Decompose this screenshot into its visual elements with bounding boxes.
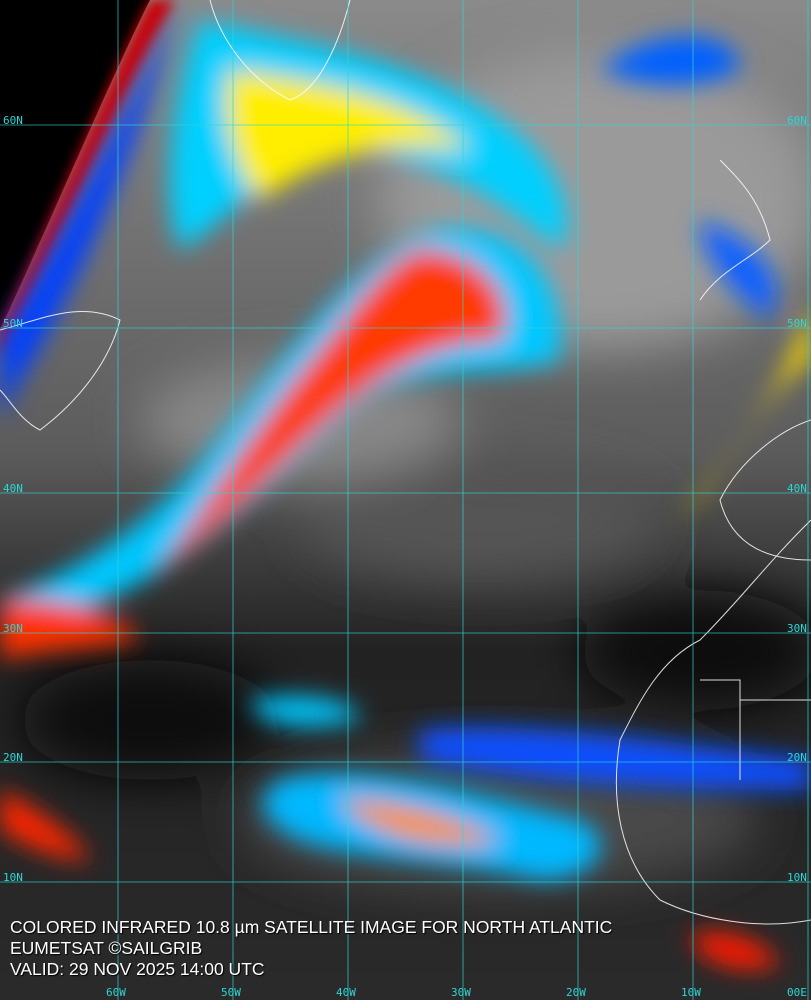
lon-label: 10W bbox=[681, 986, 701, 999]
lat-label: 20N bbox=[787, 751, 807, 764]
lon-label: 30W bbox=[451, 986, 471, 999]
lon-label: 20W bbox=[566, 986, 586, 999]
lat-label: 40N bbox=[3, 482, 23, 495]
coastlines bbox=[0, 0, 811, 925]
lat-label: 30N bbox=[787, 622, 807, 635]
longitude-labels: 60W 50W 40W 30W 20W 10W 00E bbox=[106, 986, 807, 999]
lat-label: 60N bbox=[787, 114, 807, 127]
lat-label: 50N bbox=[787, 317, 807, 330]
lat-label: 10N bbox=[3, 871, 23, 884]
lon-label: 50W bbox=[221, 986, 241, 999]
lat-label: 50N bbox=[3, 317, 23, 330]
caption-title: COLORED INFRARED 10.8 µm SATELLITE IMAGE… bbox=[10, 917, 613, 937]
lon-label: 60W bbox=[106, 986, 126, 999]
lon-label: 40W bbox=[336, 986, 356, 999]
latitude-labels-right: 60N 50N 40N 30N 20N 10N bbox=[787, 114, 807, 884]
lat-label: 20N bbox=[3, 751, 23, 764]
lat-label: 30N bbox=[3, 622, 23, 635]
lat-label: 60N bbox=[3, 114, 23, 127]
lat-label: 10N bbox=[787, 871, 807, 884]
caption-source: EUMETSAT ©SAILGRIB bbox=[10, 938, 203, 958]
cloud-systems bbox=[0, 0, 811, 969]
lon-label: 00E bbox=[787, 986, 807, 999]
caption-valid-time: VALID: 29 NOV 2025 14:00 UTC bbox=[10, 959, 265, 979]
space-limb bbox=[0, 0, 150, 330]
latitude-labels-left: 60N 50N 40N 30N 20N 10N bbox=[3, 114, 23, 884]
image-caption: COLORED INFRARED 10.8 µm SATELLITE IMAGE… bbox=[10, 917, 612, 980]
lat-label: 40N bbox=[787, 482, 807, 495]
